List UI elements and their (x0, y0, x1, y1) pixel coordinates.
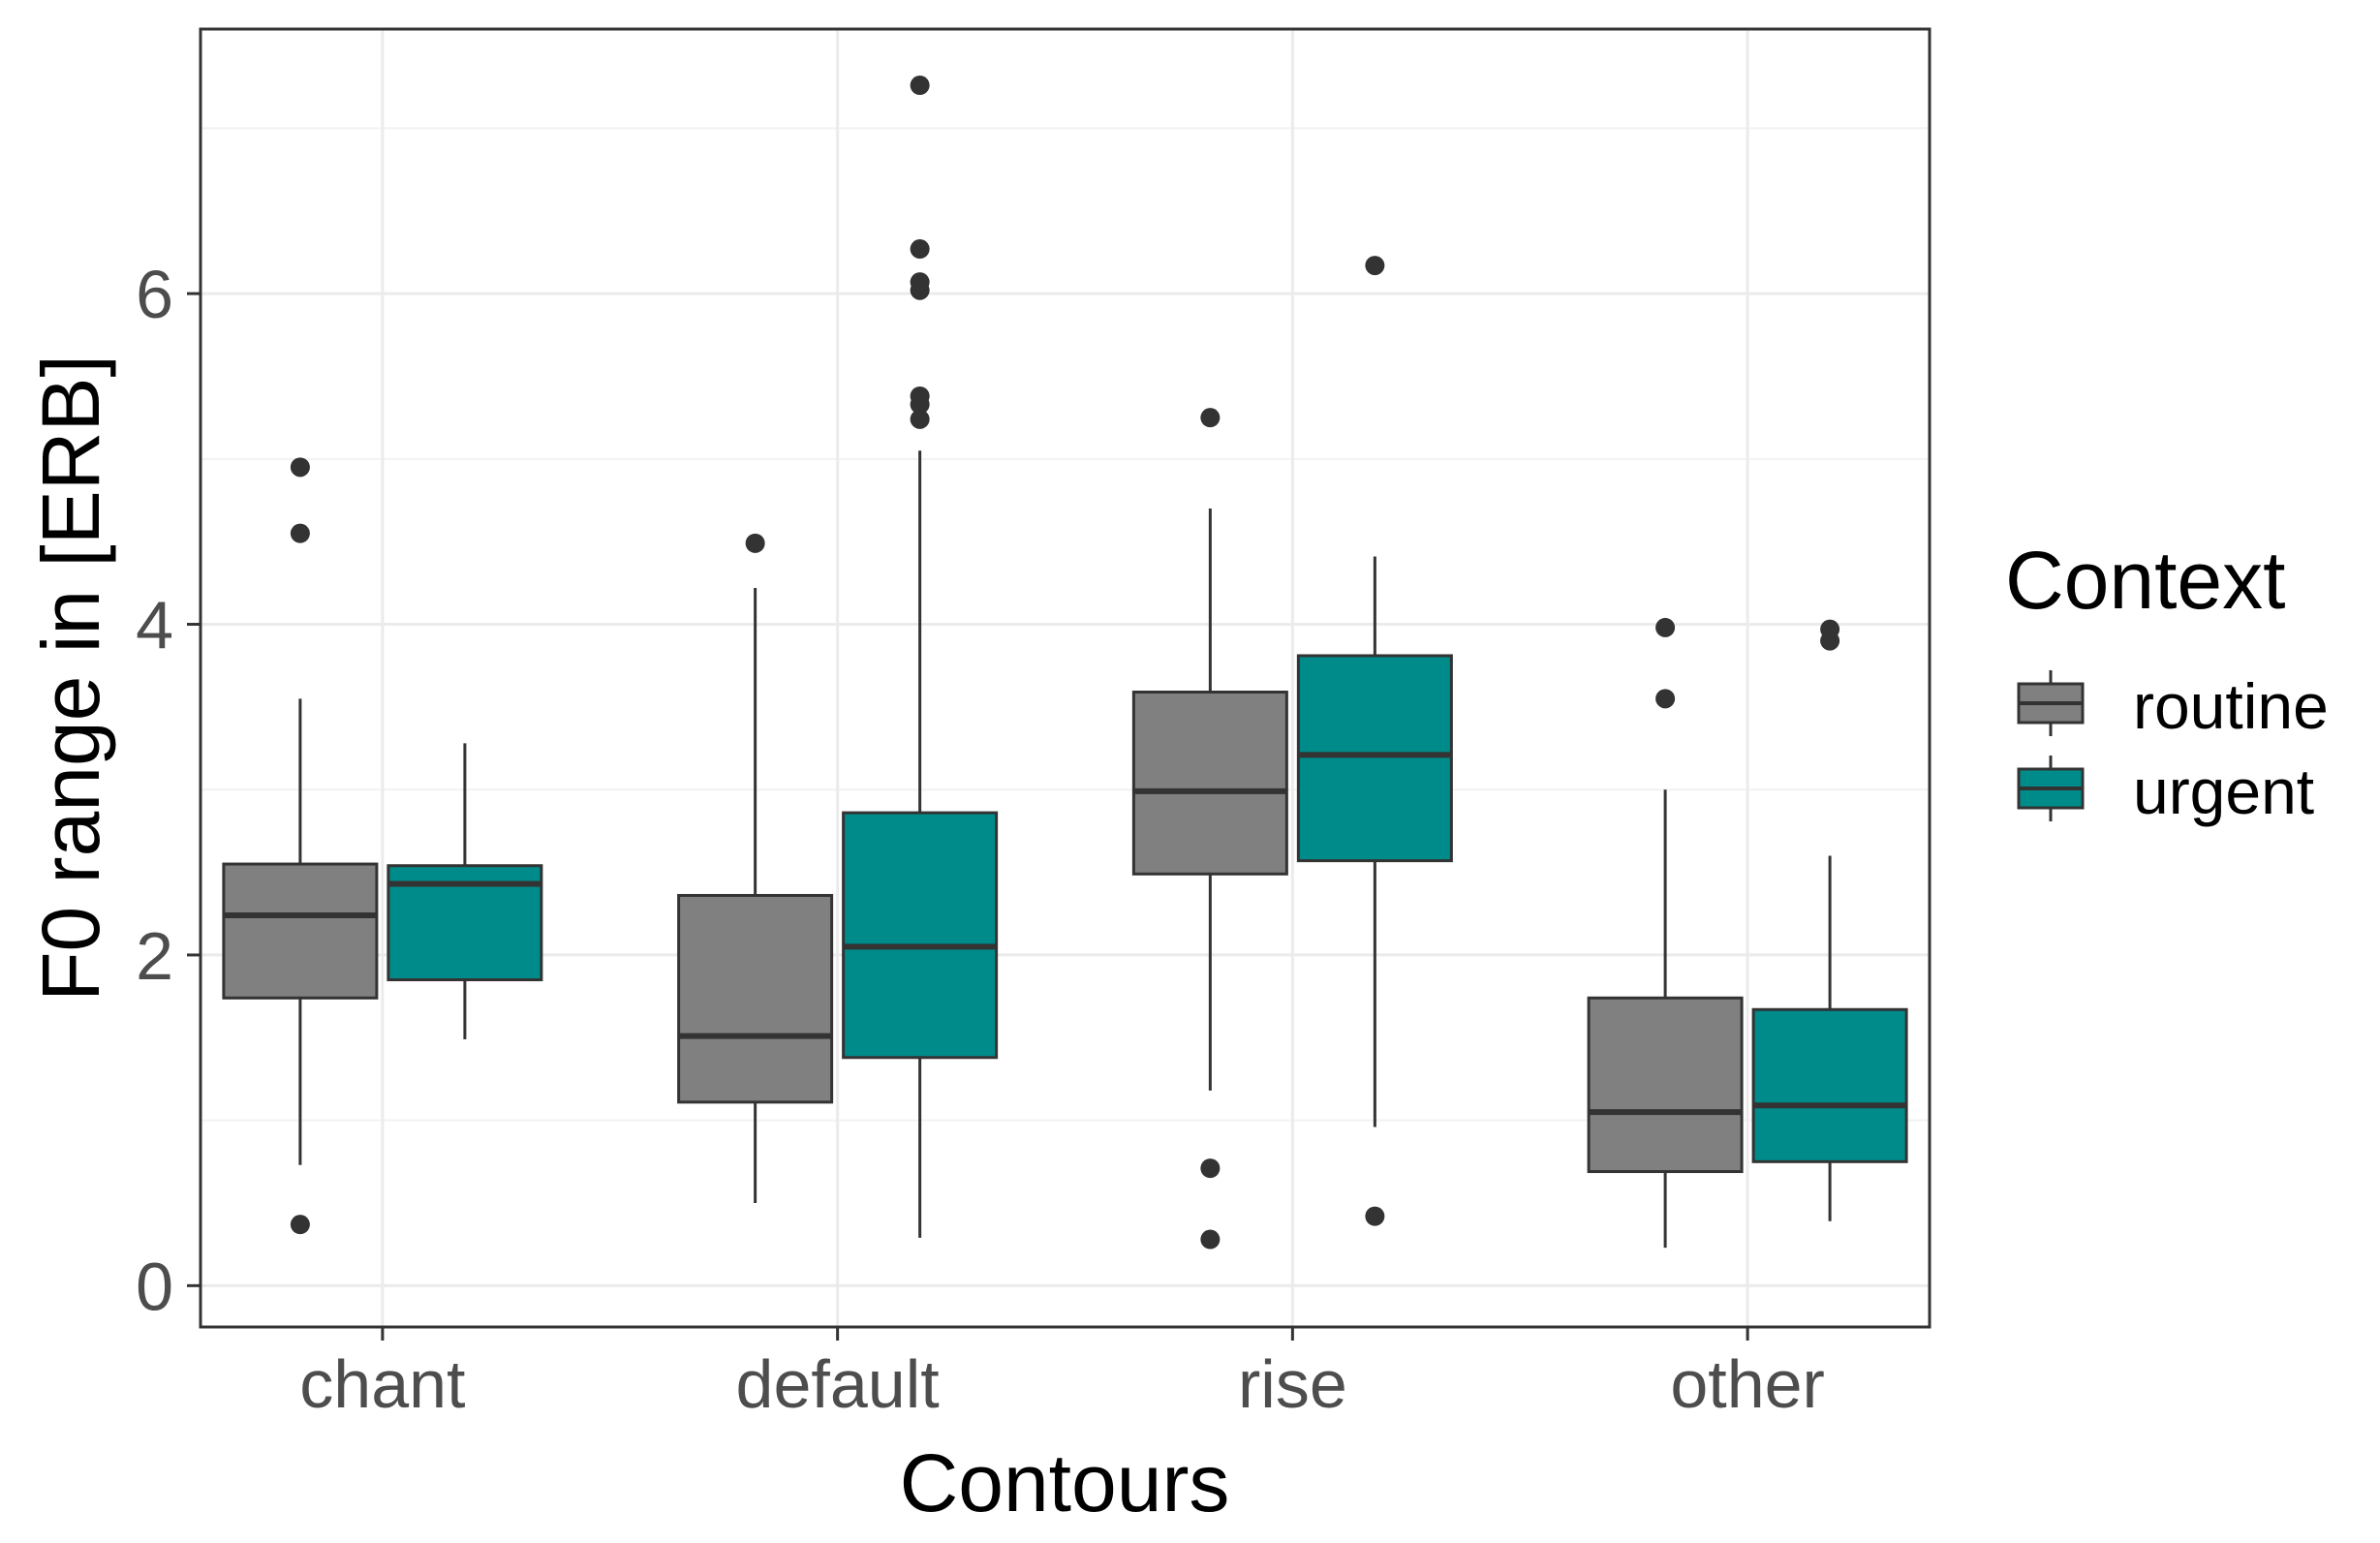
legend-entry-urgent: urgent (2017, 756, 2314, 827)
outlier-point (1365, 256, 1385, 276)
outlier-point (745, 533, 765, 553)
legend-title: Context (2005, 535, 2286, 626)
box-urgent-chant (386, 743, 543, 1039)
y-tick-label: 4 (136, 588, 173, 663)
boxes (222, 76, 1908, 1250)
box-body (1587, 996, 1744, 1174)
y-tick-label: 2 (136, 918, 173, 994)
outlier-point (290, 523, 310, 543)
x-axis-title: Contours (900, 1437, 1230, 1528)
box-body (1131, 691, 1288, 876)
y-tick-label: 6 (136, 257, 173, 332)
panel-border (199, 27, 1932, 1329)
x-tick-label-other: other (1670, 1346, 1825, 1422)
outlier-point (910, 280, 930, 300)
outlier-point (1200, 1158, 1221, 1179)
outlier-point (910, 76, 930, 96)
legend-label-urgent: urgent (2133, 756, 2314, 827)
x-tick-label-default: default (736, 1346, 940, 1422)
outlier-point (910, 409, 930, 429)
legend-entry-routine: routine (2017, 670, 2329, 742)
box-routine-other (1587, 617, 1744, 1249)
box-body (842, 811, 999, 1060)
outlier-point (290, 457, 310, 478)
outlier-point (1200, 1229, 1221, 1250)
outlier-point (1655, 689, 1676, 709)
x-axis-ticks: chant default rise other (299, 1327, 1825, 1422)
outlier-point (910, 394, 930, 415)
outlier-point (1365, 1206, 1385, 1226)
gridlines (201, 29, 1930, 1327)
legend-label-routine: routine (2133, 670, 2329, 742)
outlier-point (910, 239, 930, 260)
box-body (222, 862, 379, 1000)
legend: Context routine urgent (2005, 535, 2329, 827)
outlier-point (1200, 408, 1221, 428)
box-routine-rise (1131, 408, 1288, 1250)
box-body (677, 893, 834, 1104)
y-axis-ticks: 0 2 4 6 (136, 257, 201, 1324)
y-tick-label: 0 (136, 1249, 173, 1324)
box-urgent-rise (1296, 256, 1453, 1226)
box-body (1296, 654, 1453, 863)
box-body (1751, 1007, 1908, 1163)
box-routine-default (677, 533, 834, 1203)
box-routine-chant (222, 457, 379, 1235)
outlier-point (1655, 617, 1676, 637)
box-urgent-other (1751, 619, 1908, 1221)
outlier-point (290, 1215, 310, 1235)
x-tick-label-chant: chant (299, 1346, 465, 1422)
y-axis-title: F0 range in [ERB] (25, 355, 116, 1002)
x-tick-label-rise: rise (1238, 1346, 1347, 1422)
outlier-point (1820, 631, 1840, 651)
box-urgent-default (842, 76, 999, 1238)
